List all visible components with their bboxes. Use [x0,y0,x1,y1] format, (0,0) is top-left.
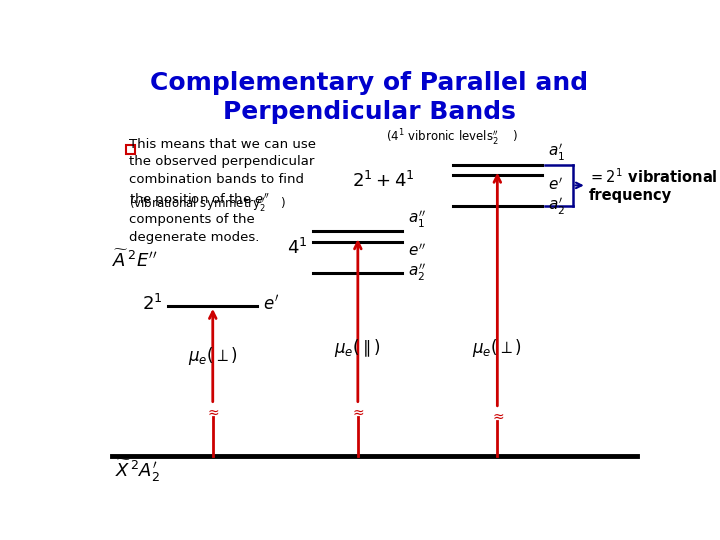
Text: $a_2'$: $a_2'$ [547,195,564,217]
Text: $\mu_e(\perp)$: $\mu_e(\perp)$ [472,336,522,359]
Text: Perpendicular Bands: Perpendicular Bands [222,100,516,124]
Text: $\approx$: $\approx$ [205,405,220,419]
Text: $e''$: $e''$ [408,243,426,259]
Text: Complementary of Parallel and: Complementary of Parallel and [150,71,588,95]
Text: $e'$: $e'$ [547,176,562,193]
Text: $a_1'$: $a_1'$ [547,142,564,163]
Text: $e'$: $e'$ [263,295,279,314]
Text: (vibrational symmetry$_2^{\prime\prime}$    ): (vibrational symmetry$_2^{\prime\prime}$… [129,195,286,213]
Text: This means that we can use
the observed perpendicular
combination bands to find
: This means that we can use the observed … [129,138,316,244]
Text: $2^1 + 4^1$: $2^1 + 4^1$ [352,171,415,191]
Text: (4$^1$ vibronic levels$_2^{\prime\prime}$    ): (4$^1$ vibronic levels$_2^{\prime\prime}… [386,127,518,147]
Text: $\mu_e(\parallel)$: $\mu_e(\parallel)$ [334,336,382,359]
FancyBboxPatch shape [126,145,135,154]
Text: $a_1''$: $a_1''$ [408,209,426,230]
Text: $= 2^1$ vibrational
frequency: $= 2^1$ vibrational frequency [588,167,718,204]
Text: $\approx$: $\approx$ [351,405,365,419]
Text: $2^1$: $2^1$ [142,294,163,314]
Text: $\approx$: $\approx$ [490,409,505,423]
Text: $\mu_e(\perp)$: $\mu_e(\perp)$ [188,345,238,367]
Text: $4^1$: $4^1$ [287,238,307,258]
Text: $a_2''$: $a_2''$ [408,262,426,284]
Text: $\widetilde{X}^{\,2}A_2^{\prime}$: $\widetilde{X}^{\,2}A_2^{\prime}$ [115,458,160,484]
Text: $\widetilde{A}^{\,2}E''$: $\widetilde{A}^{\,2}E''$ [112,249,158,271]
